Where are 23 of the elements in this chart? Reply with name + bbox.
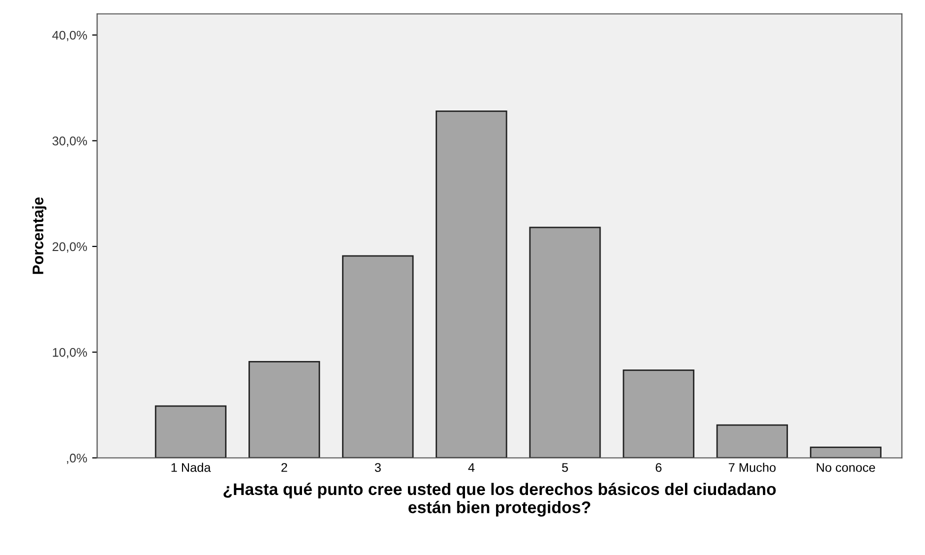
x-tick-label: 6: [656, 463, 662, 472]
y-tick-label: 30,0%: [52, 136, 87, 147]
bar: [622, 369, 694, 458]
y-tick-label: 20,0%: [52, 242, 87, 253]
x-tick-label: No conoce: [816, 463, 876, 472]
x-tick-label: 1 Nada: [172, 462, 211, 472]
x-tick-label: 4: [468, 463, 475, 472]
bar: [342, 255, 414, 458]
y-axis-title: Porcentaje: [32, 197, 46, 274]
y-tick-label: ,0%: [66, 454, 87, 464]
y-tick-label: 10,0%: [52, 348, 87, 358]
bar: [154, 405, 226, 458]
x-tick-label: 3: [374, 463, 381, 472]
bar: [529, 226, 601, 458]
bar: [436, 110, 508, 458]
y-tick-label: 40,0%: [52, 30, 87, 42]
x-axis-title: ¿Hasta qué punto cree usted que los derechos básicos del ciudadano están bien protegidos?: [224, 482, 776, 517]
x-tick-label: 5: [562, 463, 568, 472]
bar: [810, 446, 882, 458]
x-tick-label: 2: [281, 463, 288, 472]
bar: [248, 360, 320, 458]
bar: [716, 424, 788, 458]
x-tick-label: 7 Mucho: [728, 462, 776, 472]
